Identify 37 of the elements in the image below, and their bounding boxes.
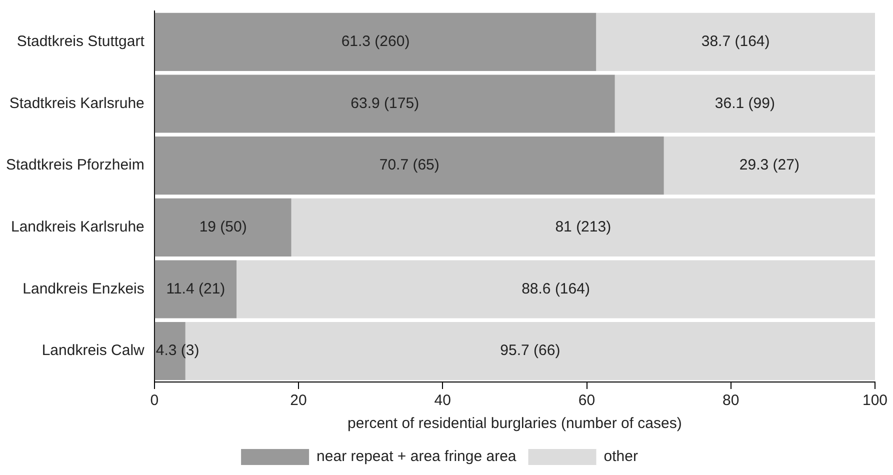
data-label: 11.4 (21) <box>166 280 226 298</box>
y-tick-label: Landkreis Enzkeis <box>22 280 144 298</box>
x-tick-label: 80 <box>722 392 740 410</box>
bar <box>664 136 875 195</box>
x-axis-title: percent of residential burglaries (number of cases) <box>348 415 682 432</box>
data-label: 4.3 (3) <box>156 342 200 360</box>
bar <box>614 74 875 133</box>
y-tick-label: Landkreis Calw <box>42 342 145 360</box>
x-tick-label: 20 <box>290 392 307 410</box>
legend-label: other <box>604 448 638 466</box>
x-tick-label: 60 <box>578 392 596 410</box>
y-tick-label: Stadtkreis Stuttgart <box>16 33 146 50</box>
bar <box>154 74 615 133</box>
bar <box>154 136 664 195</box>
x-tick-label: 40 <box>434 392 451 410</box>
data-label: 95.7 (66) <box>500 342 560 360</box>
bar <box>291 198 875 256</box>
bar <box>154 260 237 318</box>
y-tick-label: Stadtkreis Karlsruhe <box>9 94 144 112</box>
data-label: 38.7 (164) <box>701 33 770 50</box>
data-label: 61.3 (260) <box>341 33 410 50</box>
y-tick-label: Stadtkreis Pforzheim <box>6 156 144 174</box>
data-label: 81 (213) <box>555 218 612 236</box>
bar <box>154 12 596 71</box>
data-label: 19 (50) <box>199 218 247 236</box>
bar <box>596 12 875 71</box>
legend-label: near repeat + area fringe area <box>316 448 517 466</box>
data-label: 29.3 (27) <box>739 156 800 174</box>
bar <box>154 198 292 256</box>
data-label: 70.7 (65) <box>379 156 440 174</box>
data-label: 63.9 (175) <box>350 94 420 112</box>
x-tick-label: 100 <box>862 392 888 410</box>
x-tick-label: 0 <box>150 392 159 410</box>
bar <box>236 260 875 318</box>
data-label: 36.1 (99) <box>714 94 775 112</box>
data-label: 88.6 (164) <box>522 280 590 298</box>
y-tick-label: Landkreis Karlsruhe <box>10 218 144 236</box>
